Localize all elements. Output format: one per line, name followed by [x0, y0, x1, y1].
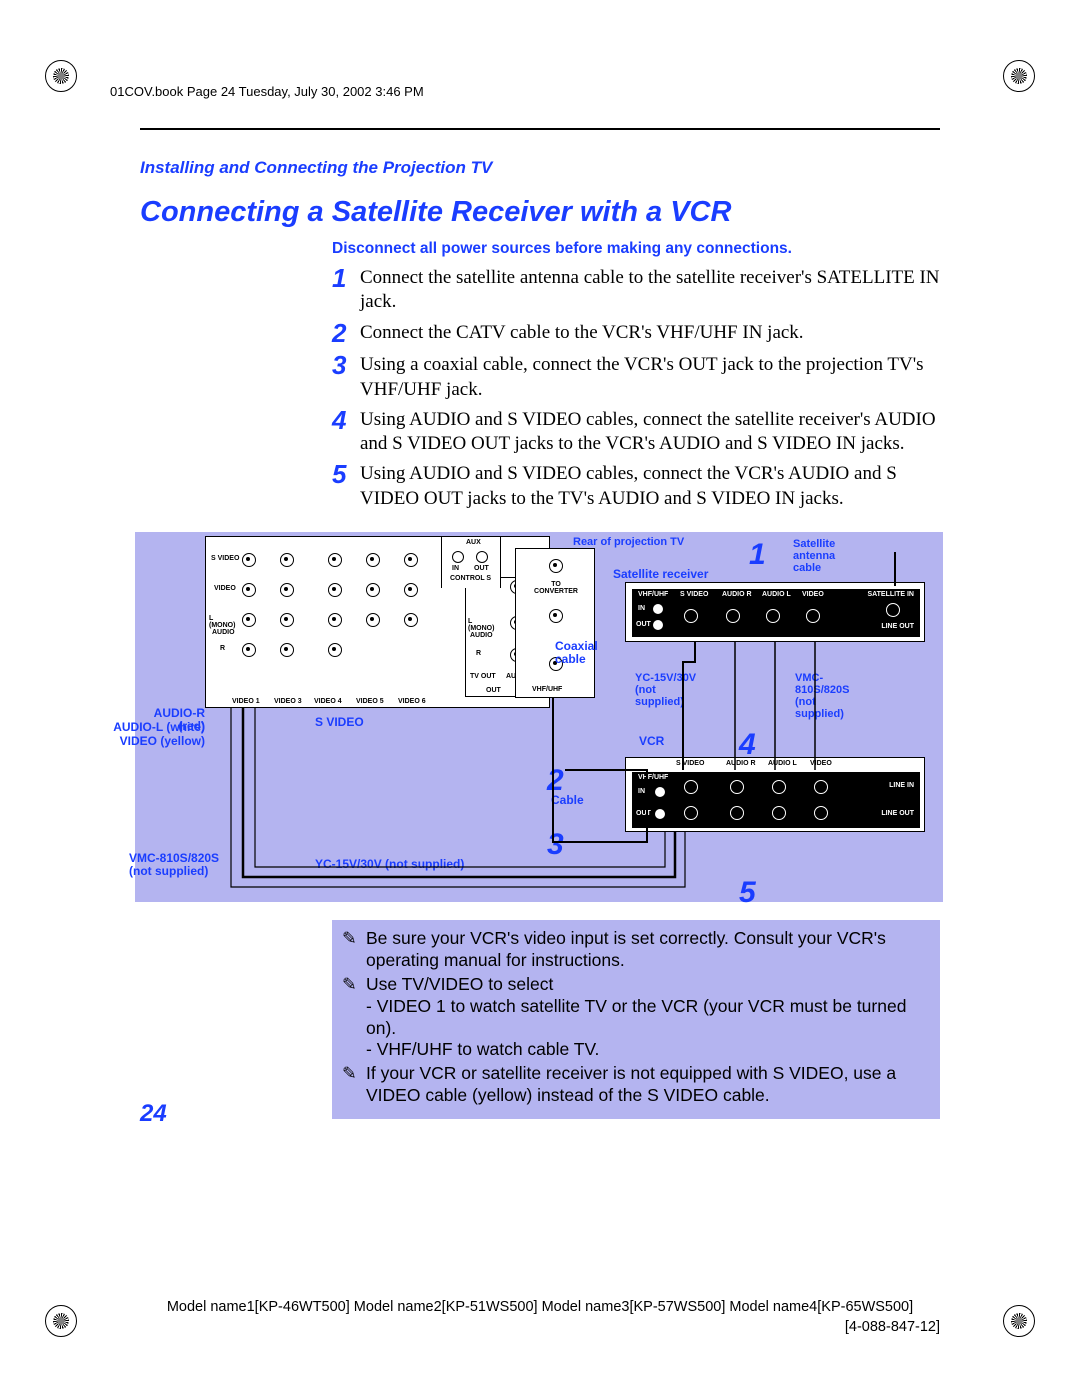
warning-text: Disconnect all power sources before maki… — [332, 240, 940, 258]
tip-item: ✎ Use TV/VIDEO to select - VIDEO 1 to wa… — [342, 974, 930, 1062]
diagram-num-5: 5 — [739, 876, 756, 910]
yc-1: YC-15V/30V (not supplied) — [635, 672, 705, 708]
tip-text: If your VCR or satellite receiver is not… — [366, 1063, 930, 1107]
yc-2: YC-15V/30V (not supplied) — [315, 858, 464, 871]
pencil-icon: ✎ — [342, 1063, 366, 1107]
step-text: Connect the CATV cable to the VCR's VHF/… — [360, 319, 804, 348]
pencil-icon: ✎ — [342, 974, 366, 1062]
vhfuhf-v: VHF/UHF — [638, 774, 668, 781]
connection-diagram: S VIDEO VIDEO L (MONO) AUDIO R Y PB PR — [135, 532, 943, 902]
out-label: OUT — [474, 565, 489, 572]
video-label: VIDEO — [214, 585, 236, 592]
diagram-num-4: 4 — [739, 728, 756, 762]
out-v: OUT — [636, 810, 651, 817]
audiol-v: AUDIO L — [768, 760, 797, 767]
tip-text: Use TV/VIDEO to select - VIDEO 1 to watc… — [366, 974, 930, 1062]
in-2: IN — [638, 605, 645, 612]
to-converter-label: TO CONVERTER — [534, 581, 578, 595]
step-number: 4 — [332, 406, 360, 457]
video6-label: VIDEO 6 — [398, 698, 426, 705]
sat-receiver-label: Satellite receiver — [613, 568, 708, 581]
video-y-label: VIDEO (yellow) — [117, 735, 205, 748]
step-number: 5 — [332, 460, 360, 511]
reg-mark — [45, 60, 77, 92]
control-s-label: CONTROL S — [450, 575, 491, 582]
header-rule — [140, 128, 940, 130]
video-s: VIDEO — [802, 591, 824, 598]
video5-label: VIDEO 5 — [356, 698, 384, 705]
tip-item: ✎ Be sure your VCR's video input is set … — [342, 928, 930, 972]
video1-label: VIDEO 1 — [232, 698, 260, 705]
video-v: VIDEO — [810, 760, 832, 767]
step-item: 3 Using a coaxial cable, connect the VCR… — [332, 351, 940, 402]
audior-s: AUDIO R — [722, 591, 752, 598]
svideo-label: S VIDEO — [211, 555, 239, 562]
sat-cable-label: Satellite antenna cable — [793, 538, 853, 574]
footer-models: Model name1[KP-46WT500] Model name2[KP-5… — [0, 1299, 1080, 1315]
step-item: 2 Connect the CATV cable to the VCR's VH… — [332, 319, 940, 348]
audio-l-label: AUDIO-L (white) — [111, 721, 205, 734]
l-mono-2: L (MONO) — [468, 618, 496, 632]
vmc-2: VMC-810S/820S (not supplied) — [129, 852, 229, 878]
tip-text: Be sure your VCR's video input is set co… — [366, 928, 930, 972]
page-number: 24 — [140, 1100, 167, 1128]
svideo-v: S VIDEO — [676, 760, 704, 767]
lineout-s: LINE OUT — [881, 623, 914, 630]
r-label: R — [220, 645, 225, 652]
footer-id: [4-088-847-12] — [845, 1319, 940, 1335]
satin-label: SATELLITE IN — [867, 591, 914, 598]
audio-2: AUDIO — [470, 632, 493, 639]
diagram-num-1: 1 — [749, 538, 766, 572]
rear-tv-label: Rear of projection TV — [573, 536, 684, 548]
vcr-label: VCR — [639, 735, 664, 748]
aux-label: AUX — [466, 539, 481, 546]
vhfuhf-label: VHF/UHF — [532, 686, 562, 693]
step-item: 4 Using AUDIO and S VIDEO cables, connec… — [332, 406, 940, 457]
section-label: Installing and Connecting the Projection… — [140, 158, 492, 178]
lineout-v: LINE OUT — [881, 810, 914, 817]
step-item: 1 Connect the satellite antenna cable to… — [332, 264, 940, 315]
vhfuhf-2: VHF/UHF — [638, 591, 668, 598]
tips-box: ✎ Be sure your VCR's video input is set … — [332, 920, 940, 1119]
tip-item: ✎ If your VCR or satellite receiver is n… — [342, 1063, 930, 1107]
l-mono-label: L (MONO) — [209, 615, 239, 629]
audiol-s: AUDIO L — [762, 591, 791, 598]
out-2: OUT — [636, 621, 651, 628]
reg-mark — [1003, 60, 1035, 92]
step-text: Using a coaxial cable, connect the VCR's… — [360, 351, 940, 402]
aux-panel: AUX IN OUT CONTROL S — [441, 536, 501, 588]
video4-label: VIDEO 4 — [314, 698, 342, 705]
diagram-num-3: 3 — [547, 828, 564, 862]
steps-list: 1 Connect the satellite antenna cable to… — [332, 264, 940, 515]
svideo-label-blue: S VIDEO — [315, 716, 364, 729]
out-label: OUT — [486, 687, 501, 694]
in-label: IN — [452, 565, 459, 572]
video3-label: VIDEO 3 — [274, 698, 302, 705]
svideo-3: S VIDEO — [680, 591, 708, 598]
linein-v: LINE IN — [889, 782, 914, 789]
coax-label: Coaxial cable — [555, 640, 605, 666]
vmc-1: VMC-810S/820S (not supplied) — [795, 672, 867, 720]
page-header-line: 01COV.book Page 24 Tuesday, July 30, 200… — [110, 84, 424, 99]
audio-label: AUDIO — [212, 629, 235, 636]
step-text: Using AUDIO and S VIDEO cables, connect … — [360, 406, 940, 457]
in-v: IN — [638, 788, 645, 795]
step-item: 5 Using AUDIO and S VIDEO cables, connec… — [332, 460, 940, 511]
step-number: 1 — [332, 264, 360, 315]
vcr-panel: S VIDEO AUDIO R AUDIO L VIDEO VHF/UHF IN… — [625, 757, 925, 832]
page-title: Connecting a Satellite Receiver with a V… — [140, 196, 731, 229]
step-number: 2 — [332, 319, 360, 348]
converter-panel: TO CONVERTER VHF/UHF — [515, 548, 595, 698]
pencil-icon: ✎ — [342, 928, 366, 972]
step-text: Connect the satellite antenna cable to t… — [360, 264, 940, 315]
r-2: R — [476, 650, 481, 657]
step-text: Using AUDIO and S VIDEO cables, connect … — [360, 460, 940, 511]
diagram-num-2: 2 — [547, 764, 564, 798]
step-number: 3 — [332, 351, 360, 402]
satellite-panel: VHF/UHF SATELLITE IN IN OUT S VIDEO AUDI… — [625, 582, 925, 642]
tvout-label: TV OUT — [470, 673, 496, 680]
